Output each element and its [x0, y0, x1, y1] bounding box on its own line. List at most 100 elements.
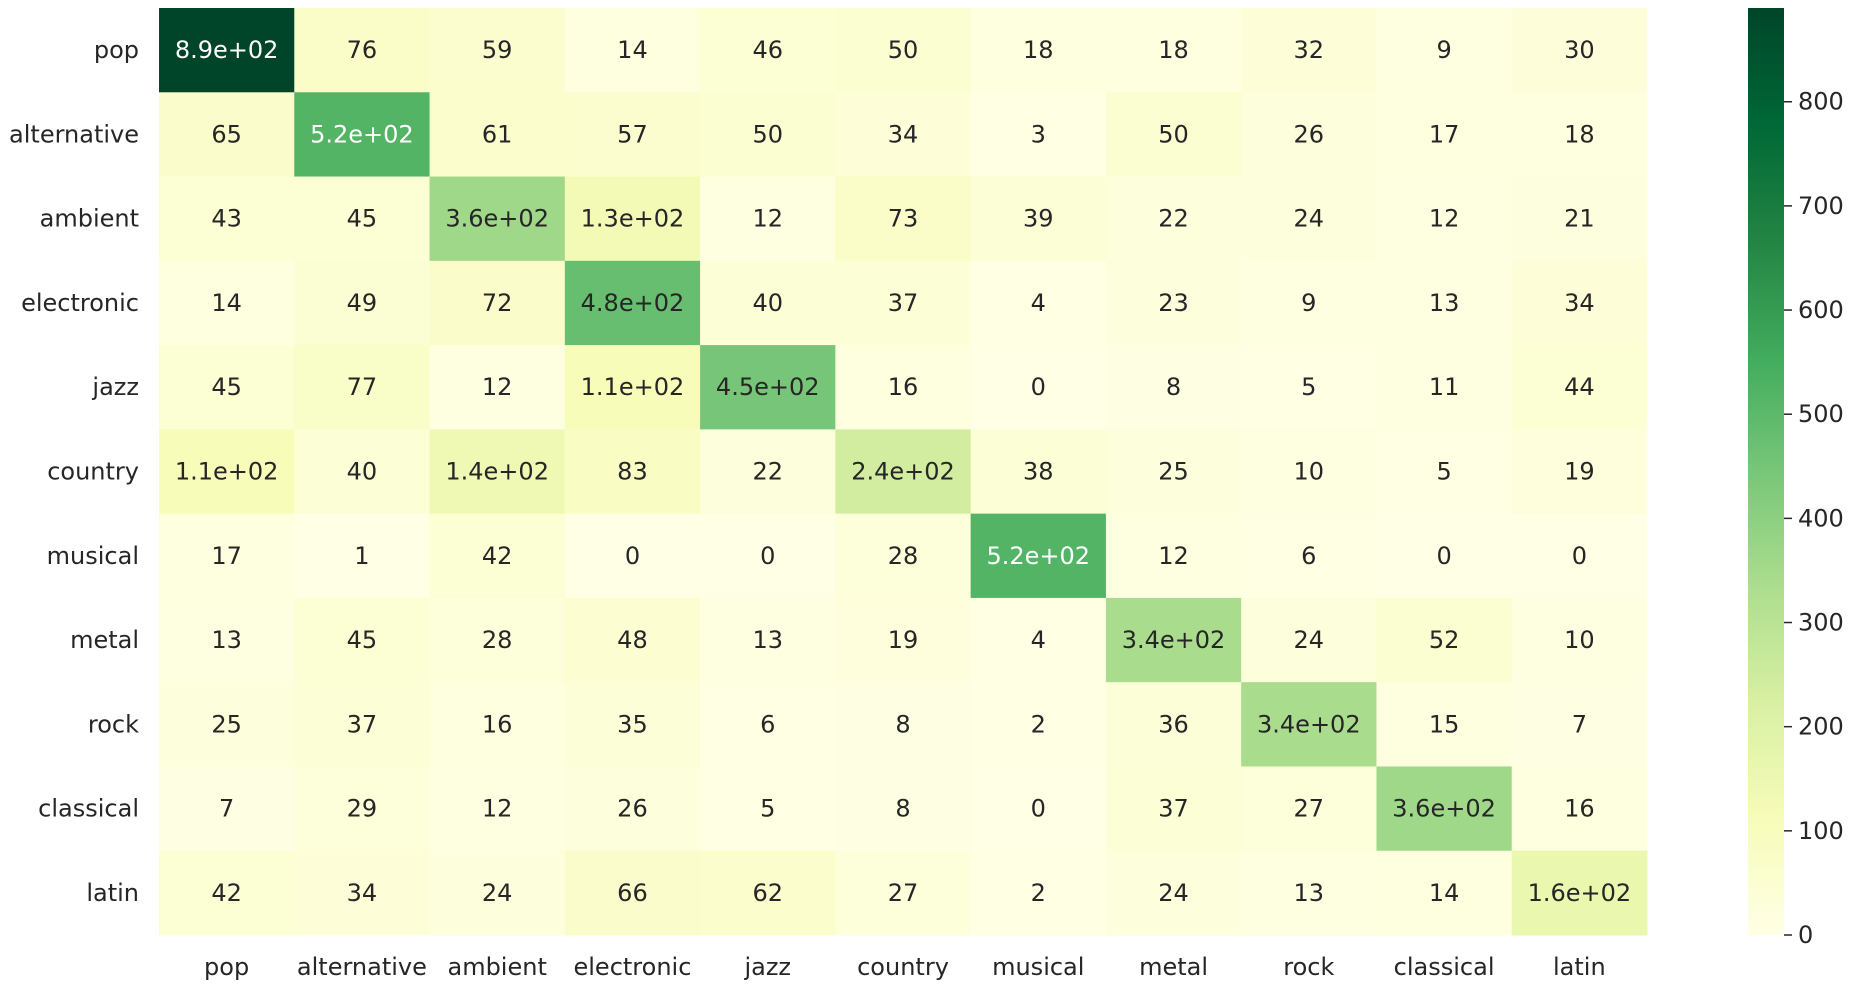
cell-value-label: 9: [1301, 289, 1316, 317]
heatmap-cell-musical-jazz: [700, 513, 836, 599]
cell-value-label: 4: [1031, 626, 1046, 654]
cell-value-label: 24: [1294, 205, 1325, 233]
heatmap-cell-alternative-alternative: [294, 92, 431, 178]
heatmap-cell-electronic-pop: [159, 260, 295, 346]
column-tick-label: latin: [1553, 953, 1606, 981]
cell-value-label: 23: [1158, 289, 1189, 317]
cell-value-label: 45: [347, 626, 378, 654]
column-tick-label: alternative: [297, 953, 427, 981]
cell-value-label: 46: [752, 36, 783, 64]
cell-value-label: 0: [625, 542, 640, 570]
heatmap-cell-rock-rock: [1241, 682, 1377, 767]
cell-value-label: 37: [347, 710, 378, 738]
cell-value-label: 5.2e+02: [986, 542, 1090, 570]
row-tick-label: rock: [88, 710, 139, 738]
heatmap-cell-classical-country: [835, 766, 972, 852]
heatmap-cell-alternative-country: [835, 92, 972, 178]
cell-value-label: 18: [1158, 36, 1189, 64]
row-tick-label: latin: [86, 879, 139, 907]
heatmap-cell-electronic-alternative: [294, 260, 431, 346]
colorbar-tick-label: 600: [1798, 296, 1844, 324]
column-tick-label: country: [857, 953, 949, 981]
row-tick-label: country: [47, 458, 139, 486]
column-tick-label: musical: [992, 953, 1084, 981]
heatmap-cell-alternative-pop: [159, 92, 295, 178]
heatmap-cell-alternative-electronic: [564, 92, 701, 178]
heatmap-cell-classical-classical: [1376, 766, 1513, 852]
heatmap-cell-classical-pop: [159, 766, 295, 852]
cell-value-label: 0: [1031, 373, 1046, 401]
colorbar-tick-label: 200: [1798, 713, 1844, 741]
heatmap-cell-alternative-metal: [1105, 92, 1242, 178]
heatmap-cell-jazz-country: [835, 345, 972, 430]
colorbar-tick-label: 400: [1798, 504, 1844, 532]
cell-value-label: 62: [752, 879, 783, 907]
heatmap-cell-electronic-metal: [1105, 260, 1242, 346]
cell-value-label: 25: [211, 710, 242, 738]
cell-value-label: 49: [347, 289, 378, 317]
cell-value-label: 1.1e+02: [175, 458, 279, 486]
cell-value-label: 72: [482, 289, 513, 317]
cell-value-label: 12: [482, 795, 513, 823]
heatmap-cell-pop-musical: [970, 8, 1107, 93]
heatmap-cell-ambient-latin: [1511, 176, 1648, 262]
cell-value-label: 2: [1031, 879, 1046, 907]
cell-value-label: 57: [617, 120, 648, 148]
cell-value-label: 8: [1166, 373, 1181, 401]
heatmap-cell-country-country: [835, 429, 972, 515]
heatmap-cell-pop-rock: [1241, 8, 1377, 93]
heatmap-cell-musical-country: [835, 513, 972, 599]
cell-value-label: 22: [1158, 205, 1189, 233]
heatmap-cell-rock-alternative: [294, 682, 431, 767]
colorbar-tick-labels: 0 100 200 300 400 500 600 700 800: [1784, 88, 1844, 949]
heatmap-cell-musical-alternative: [294, 513, 431, 599]
cell-value-label: 1.1e+02: [581, 373, 685, 401]
heatmap-cell-jazz-ambient: [429, 345, 566, 430]
cell-value-label: 3.4e+02: [1122, 626, 1226, 654]
cell-value-label: 34: [1564, 289, 1595, 317]
cell-value-label: 21: [1564, 205, 1595, 233]
heatmap-cell-ambient-rock: [1241, 176, 1377, 262]
cell-value-label: 38: [1023, 458, 1054, 486]
heatmap-cell-alternative-musical: [970, 92, 1107, 178]
cell-value-label: 1: [354, 542, 369, 570]
row-tick-label: jazz: [91, 373, 139, 401]
heatmap-cell-pop-ambient: [429, 8, 566, 93]
heatmap-cell-rock-musical: [970, 682, 1107, 767]
cell-value-label: 44: [1564, 373, 1595, 401]
heatmap-cell-jazz-musical: [970, 345, 1107, 430]
cell-value-label: 18: [1023, 36, 1054, 64]
heatmap-cell-latin-electronic: [564, 850, 701, 936]
cell-value-label: 27: [888, 879, 919, 907]
heatmap-cell-ambient-pop: [159, 176, 295, 262]
heatmap-cell-classical-jazz: [700, 766, 836, 852]
cell-value-label: 3: [1031, 120, 1046, 148]
cell-value-label: 4.8e+02: [581, 289, 685, 317]
heatmap-cell-ambient-electronic: [564, 176, 701, 262]
cell-value-label: 0: [1436, 542, 1451, 570]
cell-value-label: 19: [888, 626, 919, 654]
heatmap-cell-electronic-electronic: [564, 260, 701, 346]
y-axis-tick-labels: pop alternative ambient electronic jazz count…: [9, 36, 139, 907]
heatmap-cell-musical-classical: [1376, 513, 1513, 599]
heatmap-cell-rock-electronic: [564, 682, 701, 767]
heatmap-cell-pop-latin: [1511, 8, 1648, 93]
heatmap-cell-ambient-classical: [1376, 176, 1513, 262]
heatmap-cell-musical-metal: [1105, 513, 1242, 599]
column-tick-label: classical: [1394, 953, 1495, 981]
heatmap-cell-metal-rock: [1241, 597, 1377, 683]
heatmap-cell-pop-pop: [159, 8, 295, 93]
heatmap-cell-jazz-latin: [1511, 345, 1648, 430]
heatmap-cell-metal-ambient: [429, 597, 566, 683]
cell-value-label: 76: [347, 36, 378, 64]
heatmap-cell-pop-metal: [1105, 8, 1242, 93]
cell-value-label: 35: [617, 710, 648, 738]
heatmap-cell-latin-latin: [1511, 850, 1648, 936]
cell-value-label: 6: [1301, 542, 1316, 570]
cell-value-label: 42: [482, 542, 513, 570]
heatmap-cell-jazz-pop: [159, 345, 295, 430]
cell-value-label: 14: [617, 36, 648, 64]
heatmap-cell-latin-classical: [1376, 850, 1513, 936]
heatmap-cell-ambient-ambient: [429, 176, 566, 262]
